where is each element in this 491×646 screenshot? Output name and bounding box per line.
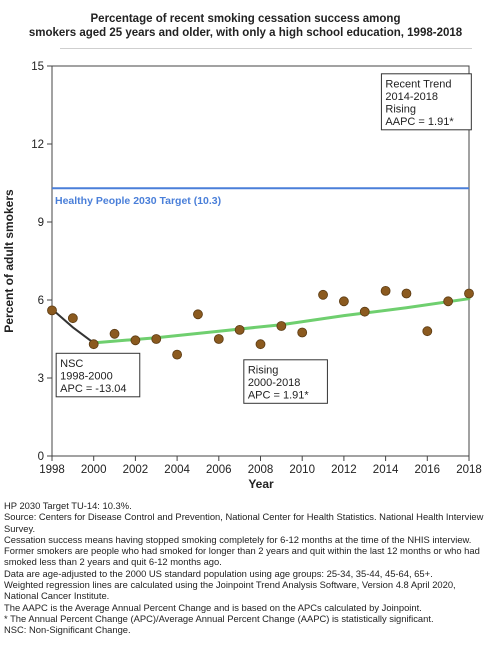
nsc-trend-line [51, 308, 95, 344]
data-point [172, 349, 183, 360]
x-tick-label: 1998 [39, 464, 65, 476]
y-tick-label: 12 [31, 139, 44, 151]
chart: 0 3 6 9 12 15 1998 2000 2002 2004 2006 2008 2010 2012… [2, 61, 482, 491]
footnote: The AAPC is the Average Annual Percent C… [4, 601, 422, 613]
data-point [193, 309, 203, 320]
x-tick-label: 2014 [373, 464, 399, 476]
footnote: Data are age-adjusted to the 2000 US sta… [4, 567, 433, 579]
data-point [422, 326, 433, 337]
y-tick-label: 0 [38, 451, 44, 463]
footnote: Source: Centers for Disease Control and … [4, 511, 484, 534]
x-tick-label: 2016 [415, 464, 441, 476]
data-point [380, 285, 391, 296]
target-layer: Healthy People 2030 Target (10.3) [52, 187, 469, 207]
footnote: NSC: Non-Significant Change. [4, 624, 131, 636]
axes: 0 3 6 9 12 15 1998 2000 2002 2004 2006 2008 2010 2012… [31, 61, 482, 476]
x-tick-label: 2006 [206, 464, 232, 476]
x-tick-label: 2004 [164, 464, 190, 476]
data-point [67, 313, 78, 324]
footnote: Cessation success means having stopped s… [4, 533, 480, 568]
x-tick-label: 2018 [456, 464, 482, 476]
data-point [234, 324, 245, 335]
y-tick-label: 9 [38, 217, 44, 229]
footnote: HP 2030 Target TU-14: 10.3%. [4, 500, 132, 511]
data-point [318, 289, 328, 300]
target-label: Healthy People 2030 Target (10.3) [55, 195, 221, 207]
data-point [88, 339, 99, 350]
data-point [464, 288, 474, 299]
y-tick-label: 3 [38, 373, 44, 385]
y-tick-label: 15 [31, 61, 44, 73]
annotation-frame [243, 359, 328, 404]
annotation-text: 1998-2000 [60, 370, 113, 382]
annotation-text: Rising [248, 364, 279, 376]
x-tick-label: 2000 [81, 464, 107, 476]
x-tick-label: 2002 [123, 464, 149, 476]
data-point [276, 321, 287, 331]
annotation-text: 2000-2018 [248, 377, 301, 389]
x-tick-label: 2010 [289, 464, 315, 476]
y-axis-label: Percent of adult smokers [2, 189, 16, 333]
title-divider [60, 48, 472, 49]
x-axis-label: Year [248, 477, 274, 491]
footnotes: HP 2030 Target TU-14: 10.3%. Source: Cent… [0, 500, 491, 636]
chart-title-line-2: smokers aged 25 years and older, with on… [28, 27, 463, 39]
x-tick-label: 2012 [331, 464, 357, 476]
data-point [255, 339, 266, 350]
annotation-text: APC = 1.91* [248, 389, 310, 401]
footnote: * The Annual Percent Change (APC)/Averag… [4, 612, 434, 624]
rising-trend-line [92, 297, 471, 345]
chart-title: Percentage of recent smoking cessation s… [0, 12, 491, 40]
y-tick-label: 6 [38, 295, 44, 307]
annotation-text: Rising [385, 103, 416, 115]
data-point [338, 296, 349, 307]
annotation-frame [380, 73, 472, 131]
annotation-text: AAPC = 1.91* [385, 116, 454, 128]
data-point [297, 327, 308, 338]
annotation-text: 2014-2018 [385, 91, 438, 103]
annotation-text: Recent Trend [385, 78, 451, 90]
annotation-frame [55, 352, 141, 398]
x-tick-label: 2008 [248, 464, 274, 476]
data-point [151, 334, 162, 344]
data-point [443, 296, 454, 307]
data-point [213, 334, 224, 344]
data-point [47, 305, 57, 316]
chart-title-line-1: Percentage of recent smoking cessation s… [90, 13, 401, 25]
data-point [109, 328, 120, 339]
annotation-text: NSC [60, 358, 83, 370]
data-point [401, 288, 412, 299]
annotation-text: APC = -13.04 [60, 383, 126, 395]
points-layer [47, 285, 474, 360]
data-point [359, 306, 370, 317]
footnote: Weighted regression lines are calculated… [4, 579, 456, 602]
data-point [130, 335, 141, 346]
